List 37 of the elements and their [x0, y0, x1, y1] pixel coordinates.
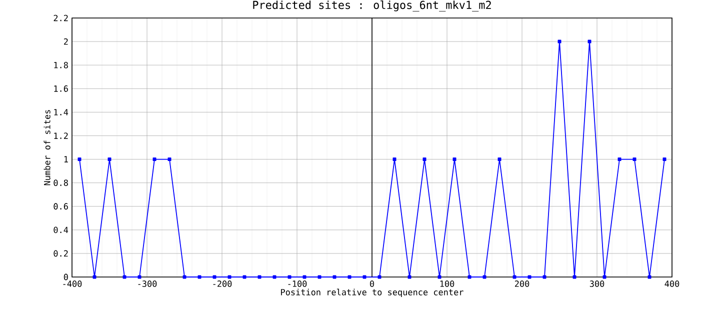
point — [452, 158, 456, 162]
x-tick-label: -100 — [288, 280, 307, 287]
point — [618, 158, 622, 162]
y-tick-label: 2 — [64, 38, 68, 45]
point — [108, 158, 112, 162]
x-tick-label: -400 — [63, 280, 82, 287]
y-tick-label: 0.2 — [54, 250, 68, 257]
y-tick-label: 0.6 — [54, 203, 68, 210]
y-tick-label: 1.4 — [54, 109, 68, 116]
point — [392, 158, 396, 162]
point — [662, 158, 666, 162]
x-tick-label: -200 — [213, 280, 232, 287]
x-tick-label: 100 — [440, 280, 454, 287]
y-tick-label: 1 — [64, 156, 68, 162]
x-tick-label: 200 — [514, 280, 530, 287]
point — [422, 158, 426, 162]
point — [498, 158, 502, 162]
y-tick-label: 0.8 — [54, 180, 68, 186]
point — [558, 40, 562, 44]
point — [168, 158, 172, 162]
chart-title: Predicted sites : oligos_6nt_mkv1_m2 — [253, 0, 491, 12]
x-tick-label: 0 — [370, 280, 374, 287]
y-tick-label: 1.2 — [54, 132, 68, 139]
x-tick-label: 400 — [664, 280, 680, 287]
point — [588, 40, 592, 44]
y-tick-label: 2.2 — [54, 14, 68, 22]
x-axis-title: Position relative to sequence center — [281, 288, 464, 298]
point — [78, 158, 82, 162]
point — [632, 158, 636, 162]
y-tick-label: 0.4 — [54, 226, 68, 234]
y-tick-label: 0 — [64, 274, 68, 280]
point — [152, 158, 156, 162]
y-axis-title: Number of sites — [44, 110, 50, 186]
y-tick-label: 1.6 — [54, 85, 68, 92]
y-tick-label: 1.8 — [54, 62, 68, 68]
x-tick-label: 300 — [590, 280, 604, 287]
x-tick-label: -300 — [138, 280, 157, 287]
